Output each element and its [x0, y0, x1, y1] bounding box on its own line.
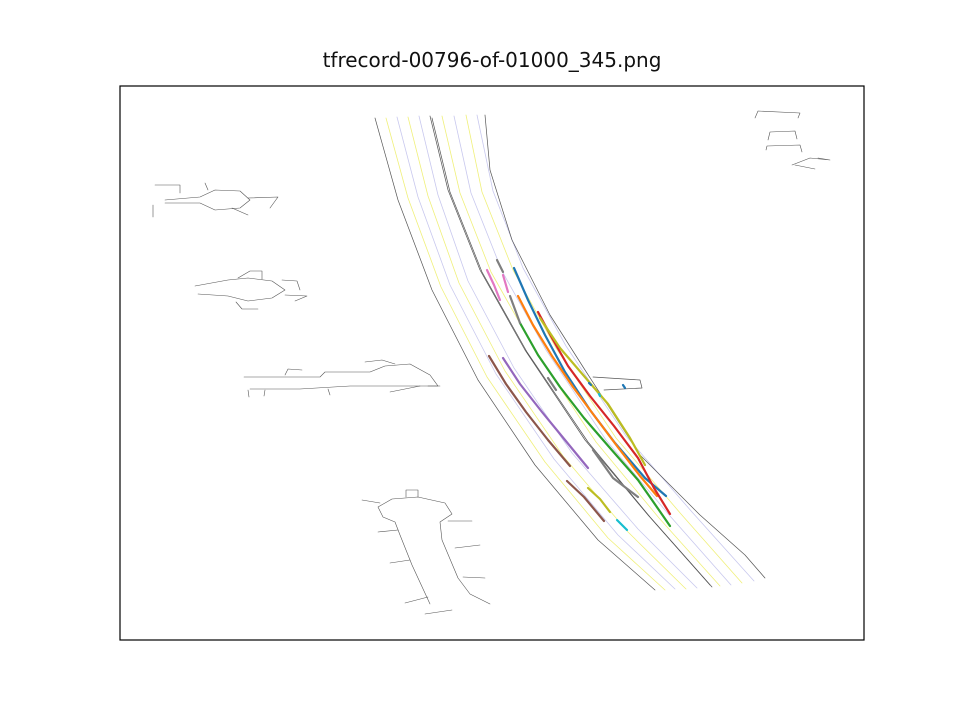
lane-center-line: [476, 114, 755, 582]
trajectory-series: [536, 310, 672, 516]
chart-title: tfrecord-00796-of-01000_345.png: [322, 48, 662, 72]
map-feature-line: [281, 279, 301, 291]
map-feature-line: [405, 489, 419, 498]
trajectory-series: [501, 273, 510, 294]
map-feature-line: [247, 196, 279, 209]
trajectory-series: [501, 356, 590, 470]
map-feature-line: [794, 164, 816, 170]
trajectory-layer: [485, 258, 672, 532]
road-edge-line: [374, 117, 656, 591]
map-feature-line: [377, 496, 491, 605]
trajectory-series: [538, 316, 647, 467]
trajectory-series: [621, 383, 627, 390]
trajectory-series: [591, 448, 640, 499]
lane-center-line: [465, 114, 743, 584]
map-feature-line: [247, 389, 250, 398]
map-feature-line: [164, 189, 251, 211]
map-feature-line: [243, 363, 439, 390]
trajectory-series: [516, 294, 659, 498]
road-edge-line: [431, 117, 713, 588]
lane-center-line: [407, 116, 687, 590]
map-feature-line: [154, 184, 181, 194]
trajectory-series: [587, 381, 593, 387]
map-feature-line: [327, 388, 331, 396]
map-feature-line: [364, 359, 396, 365]
map-feature-line: [284, 294, 308, 302]
trajectory-series: [487, 354, 572, 468]
lane-center-line: [453, 115, 732, 586]
map-feature-line: [235, 301, 259, 310]
road-edge-line: [592, 376, 643, 391]
trajectory-series: [508, 294, 522, 325]
map-feature-line: [194, 277, 286, 302]
trajectory-series: [586, 486, 612, 514]
trajectory-series: [495, 258, 505, 274]
trajectory-series: [485, 268, 502, 302]
map-feature-line: [454, 544, 481, 549]
map-feature-line: [754, 110, 801, 119]
map-feature-line: [765, 144, 803, 153]
trajectory-series: [615, 518, 629, 532]
trajectory-series: [512, 266, 668, 498]
map-feature-line: [284, 368, 303, 376]
map-feature-line: [791, 157, 831, 166]
trajectory-series: [518, 321, 672, 528]
map-feature-line: [424, 609, 453, 615]
trajectory-series: [546, 376, 558, 392]
map-feature-line: [404, 596, 429, 604]
map-feature-line: [204, 182, 209, 191]
axes-frame: [119, 85, 865, 641]
map-feature-line: [767, 130, 798, 141]
trajectory-series: [565, 479, 606, 523]
map-feature-line: [389, 385, 421, 393]
road-edge-line: [429, 115, 711, 586]
road-edge-line: [484, 114, 766, 579]
map-feature-line: [231, 207, 249, 216]
lane-center-line: [385, 117, 666, 591]
trajectory-series: [597, 392, 602, 398]
map-feature-line: [389, 559, 411, 564]
map-feature-line: [361, 499, 381, 504]
map-feature-line: [462, 576, 486, 579]
map-feature-line: [377, 529, 399, 533]
lane-center-line: [396, 116, 676, 590]
map-feature-line: [237, 270, 263, 280]
roadgraph-layer: [152, 110, 831, 615]
map-feature-line: [263, 389, 266, 397]
lane-center-line: [418, 115, 698, 589]
